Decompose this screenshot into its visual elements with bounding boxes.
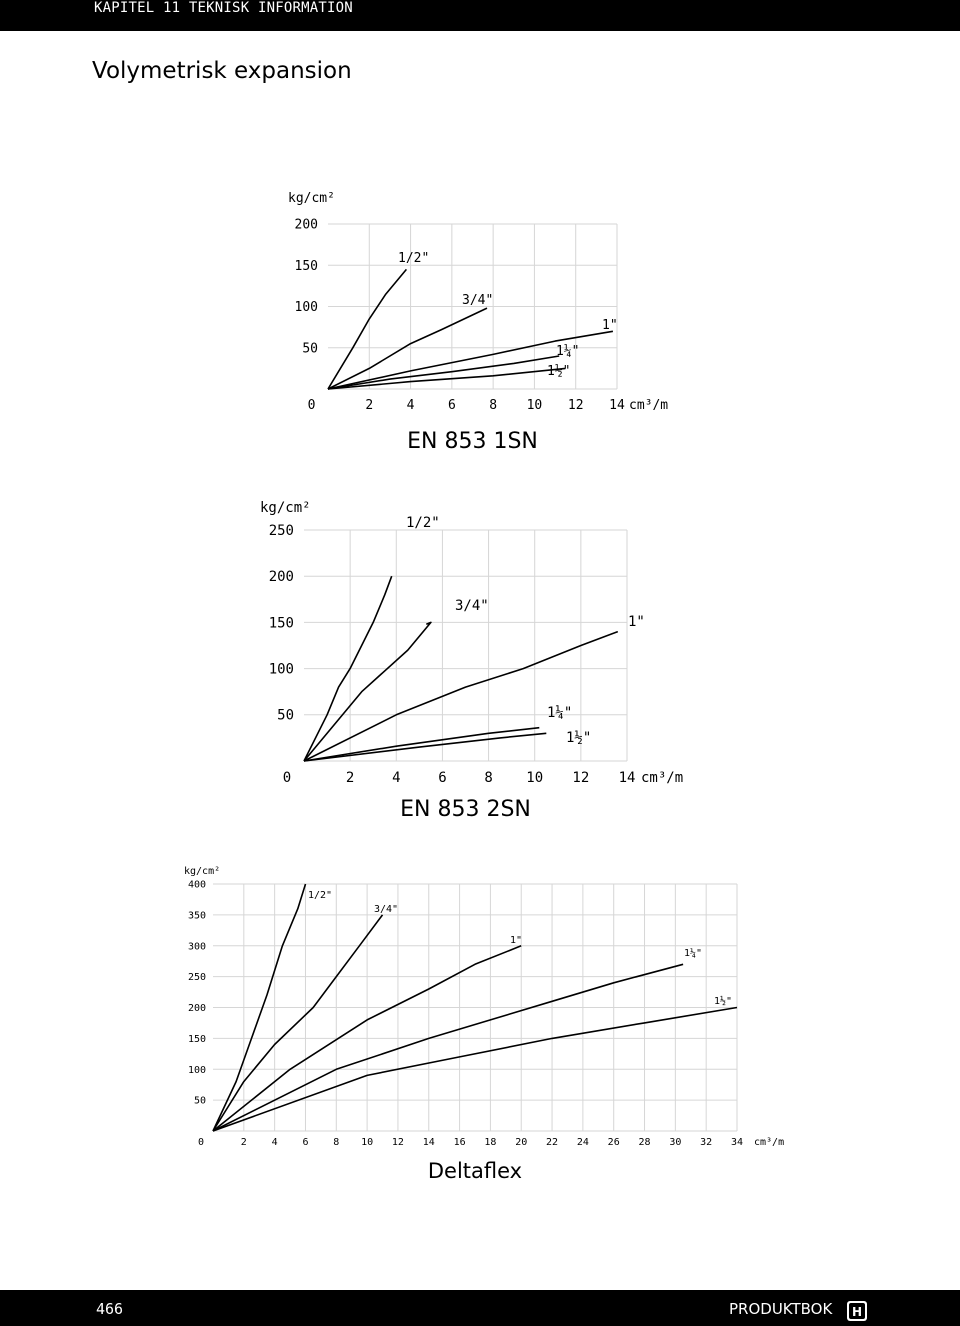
chart-ytick-label: 100 (269, 662, 294, 678)
chart-series-line (303, 732, 547, 762)
chart-series-line (327, 307, 488, 390)
chart-xtick-label: 4 (392, 770, 400, 786)
chart-series-label: 1/2" (406, 515, 440, 531)
chart-series-line (212, 945, 522, 1132)
chart-title: EN 853 1SN (407, 429, 538, 454)
chart-xtick-label: 0 (198, 1137, 204, 1148)
chart-series-label: 1" (628, 614, 645, 630)
chart-xtick-label: 2 (365, 398, 373, 413)
chart-xtick-label: 4 (407, 398, 415, 413)
chart-xtick-label: 10 (527, 398, 543, 413)
chart-series-line (212, 883, 307, 1132)
chapter-title: KAPITEL 11 TEKNISK INFORMATION (94, 0, 353, 16)
chart-series-label: 3/4" (455, 598, 489, 614)
chart-xtick-label: 12 (392, 1137, 404, 1148)
chart-xtick-label: 14 (423, 1137, 435, 1148)
chart-xtick-label: 2 (346, 770, 354, 786)
chart-xtick-label: 12 (572, 770, 589, 786)
chart-xtick-label: 16 (454, 1137, 466, 1148)
chart-ytick-label: 100 (295, 300, 318, 315)
chart-series-line (212, 914, 384, 1132)
chart-xtick-label: 2 (241, 1137, 247, 1148)
page-title: Volymetrisk expansion (92, 58, 352, 84)
chart-series-line (303, 575, 393, 762)
chart-series-line (327, 367, 566, 390)
chart-ytick-label: 50 (277, 708, 294, 724)
chart-xtick-label: 30 (669, 1137, 681, 1148)
chart-xtick-label: 12 (568, 398, 584, 413)
chart-series-line (303, 726, 540, 762)
chart-ytick-label: 150 (269, 615, 294, 631)
chart-series-label: 1" (602, 318, 618, 333)
chart-xtick-label: 34 (731, 1137, 743, 1148)
chart-xtick-label: 0 (308, 398, 316, 413)
chart-series-line (327, 355, 560, 390)
footer-bar (0, 1290, 960, 1326)
chart-xtick-label: 8 (489, 398, 497, 413)
chart-ytick-label: 200 (188, 1003, 206, 1014)
chart-ytick-label: 250 (269, 523, 294, 539)
chart-xtick-label: 22 (546, 1137, 558, 1148)
svg-text:H: H (852, 1305, 862, 1319)
chart-xtick-label: 24 (577, 1137, 589, 1148)
chart-ytick-label: 400 (188, 880, 206, 891)
chart-xtick-label: 28 (639, 1137, 651, 1148)
chart-xtick-label: 0 (283, 770, 291, 786)
chart-series-label: 1¼" (684, 947, 702, 959)
chart-series-label: 1" (510, 935, 522, 946)
chart-xtick-label: 8 (333, 1137, 339, 1148)
chart-xtick-label: 14 (619, 770, 636, 786)
chart-series-label: 1½" (714, 995, 732, 1007)
chart-xtick-label: 10 (526, 770, 543, 786)
footer-label: PRODUKTBOK (729, 1300, 833, 1318)
chart-xtick-label: 18 (484, 1137, 496, 1148)
chart-xunit-label: cm³/m (754, 1137, 784, 1148)
chart-series-line (303, 630, 619, 762)
chart-xtick-label: 10 (361, 1137, 373, 1148)
chart-xtick-label: 4 (272, 1137, 278, 1148)
chart-ylabel: kg/cm² (184, 866, 220, 877)
chart-series-label: 1¼" (556, 344, 579, 359)
chart-ylabel: kg/cm² (288, 191, 335, 206)
chart-series-label: 1/2" (398, 251, 429, 266)
chart-ytick-label: 150 (188, 1034, 206, 1045)
chart-xtick-label: 8 (484, 770, 492, 786)
chart-ytick-label: 200 (269, 569, 294, 585)
chart-ytick-label: 50 (194, 1096, 206, 1107)
chart-title: Deltaflex (428, 1159, 522, 1183)
chart-xunit-label: cm³/m (629, 398, 668, 413)
chart-series-line (212, 1006, 738, 1132)
chart-series-label: 3/4" (374, 904, 398, 915)
chart-ytick-label: 350 (188, 910, 206, 921)
chart-xtick-label: 14 (609, 398, 625, 413)
chart-ytick-label: 300 (188, 941, 206, 952)
chart-xtick-label: 6 (448, 398, 456, 413)
chart-xtick-label: 26 (608, 1137, 620, 1148)
chart-series-line (303, 621, 432, 762)
chart-xunit-label: cm³/m (641, 770, 683, 786)
chart-ytick-label: 250 (188, 972, 206, 983)
chart-series-label: 1½" (566, 730, 591, 746)
chart-series-line (212, 963, 684, 1132)
page-number: 466 (96, 1300, 124, 1318)
chart-xtick-label: 20 (515, 1137, 527, 1148)
chart-ytick-label: 200 (295, 218, 318, 233)
chart-title: EN 853 2SN (400, 797, 531, 822)
chart-ytick-label: 50 (302, 341, 318, 356)
chart-series-line (327, 268, 408, 390)
chart-series-line (327, 330, 614, 390)
chart-series-label: 1/2" (308, 890, 332, 901)
chart-series-label: 1½" (547, 364, 570, 379)
chart-series-label: 3/4" (462, 293, 493, 308)
chart-xtick-label: 6 (438, 770, 446, 786)
chart-ytick-label: 150 (295, 259, 318, 274)
chart-xtick-label: 32 (700, 1137, 712, 1148)
chart-series-label: 1¼" (547, 705, 572, 721)
brand-logo-icon: H (847, 1301, 867, 1321)
chart-xtick-label: 6 (302, 1137, 308, 1148)
chart-ylabel: kg/cm² (260, 500, 311, 516)
chart-ytick-label: 100 (188, 1065, 206, 1076)
header-bar (0, 0, 960, 31)
